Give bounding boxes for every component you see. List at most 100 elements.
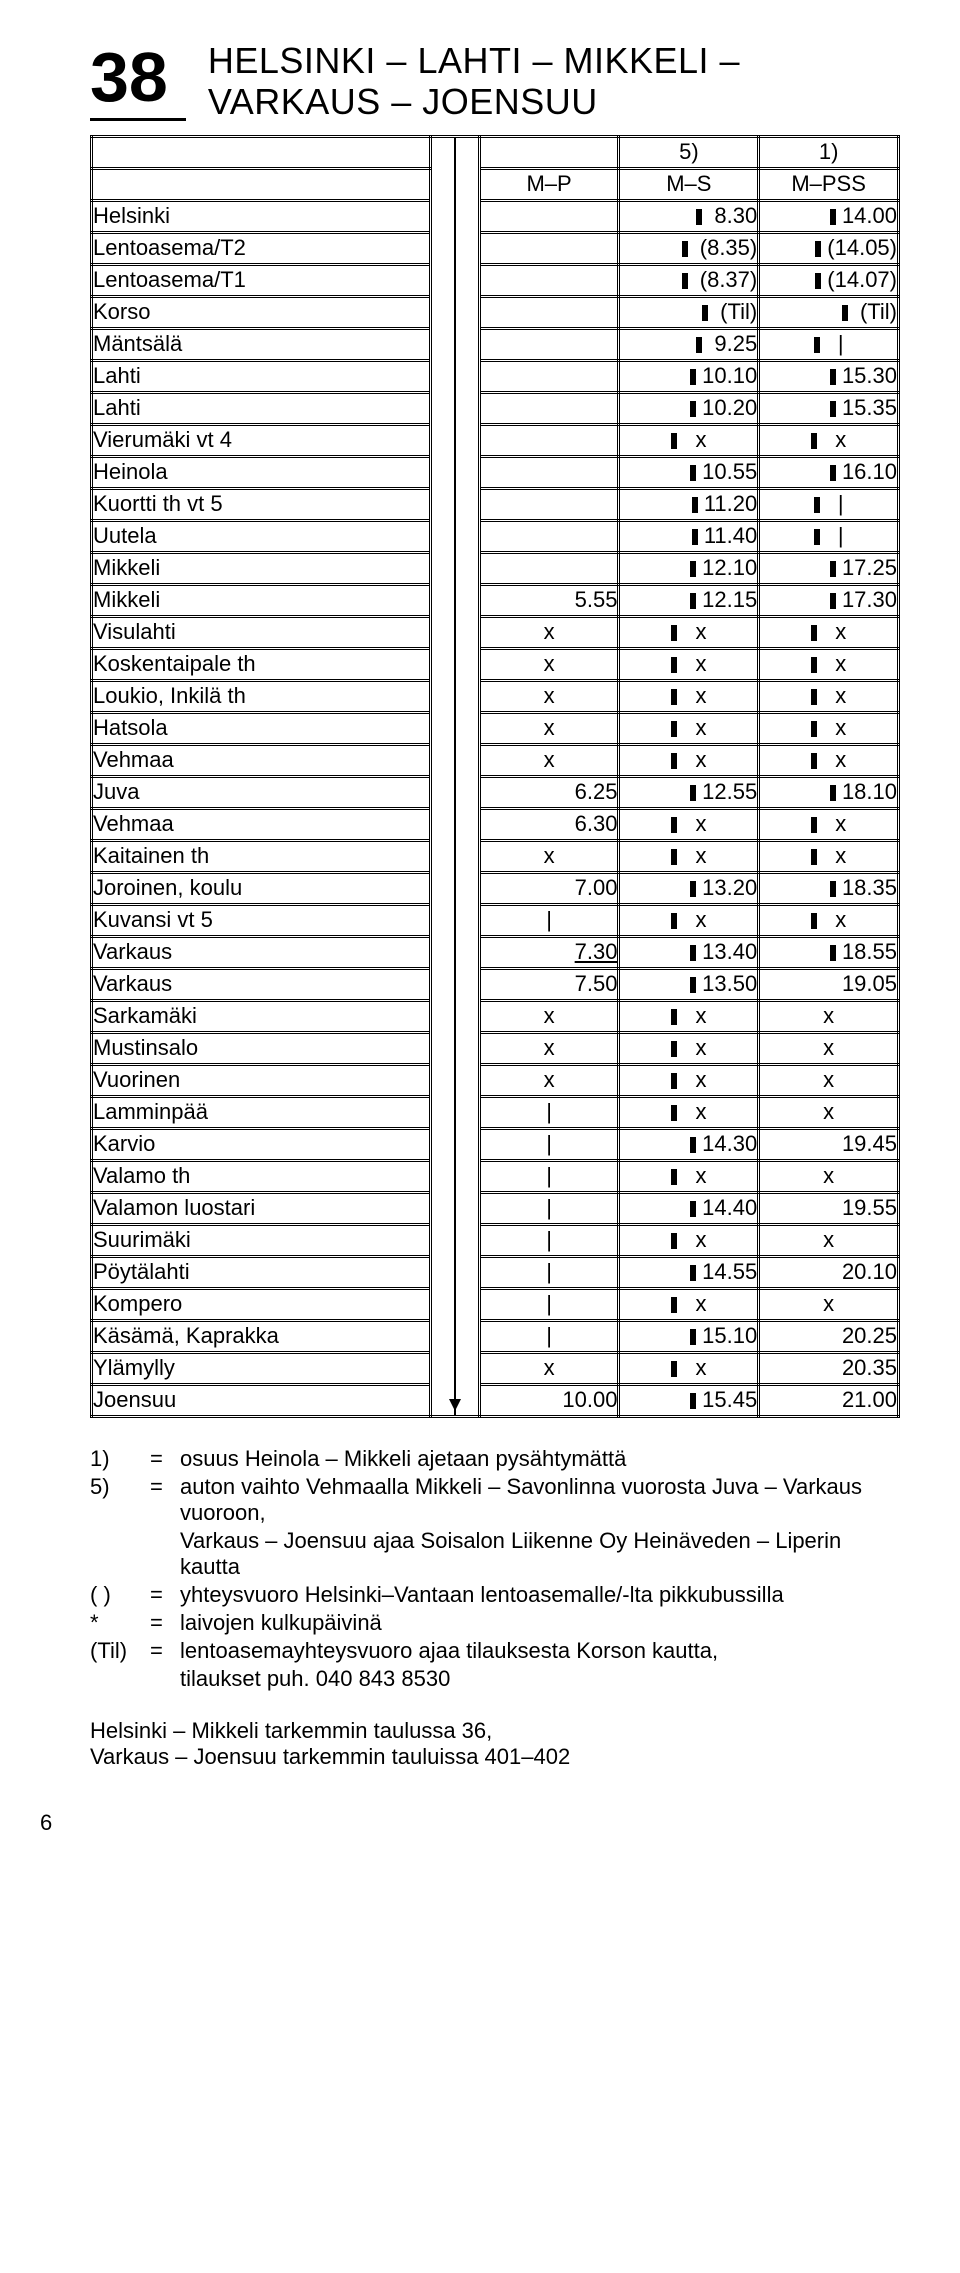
time-cell: 18.55 (759, 936, 899, 968)
time-cell: | (479, 1320, 619, 1352)
time-cell: | (759, 488, 899, 520)
legend-text: auton vaihto Vehmaalla Mikkeli – Savonli… (180, 1474, 900, 1526)
time-cell: 15.45 (619, 1384, 759, 1416)
table-row: Mäntsälä 9.25 | (92, 328, 899, 360)
legend-row: *=laivojen kulkupäivinä (90, 1610, 900, 1636)
stop-name: Mustinsalo (92, 1032, 431, 1064)
column-days-0: M–P (479, 168, 619, 200)
time-cell (479, 264, 619, 296)
table-row: Sarkamäkix xx (92, 1000, 899, 1032)
table-row: Loukio, Inkilä thx x x (92, 680, 899, 712)
legend-key: * (90, 1610, 150, 1636)
time-cell: | (479, 1160, 619, 1192)
legend: 1)=osuus Heinola – Mikkeli ajetaan pysäh… (90, 1446, 900, 1692)
time-cell: 6.25 (479, 776, 619, 808)
time-cell: x (619, 712, 759, 744)
time-cell: x (759, 840, 899, 872)
time-cell: 19.45 (759, 1128, 899, 1160)
header-blank (92, 136, 431, 168)
time-cell: x (619, 1224, 759, 1256)
table-row: Lahti10.1015.30 (92, 360, 899, 392)
time-cell: x (619, 1032, 759, 1064)
stop-name: Käsämä, Kaprakka (92, 1320, 431, 1352)
time-cell: x (759, 1096, 899, 1128)
legend-text: lentoasemayhteysvuoro ajaa tilauksesta K… (180, 1638, 900, 1664)
time-cell: 6.30 (479, 808, 619, 840)
stop-name: Mikkeli (92, 584, 431, 616)
table-row: Koskentaipale thx x x (92, 648, 899, 680)
table-row: Mikkeli12.1017.25 (92, 552, 899, 584)
time-cell: 10.00 (479, 1384, 619, 1416)
table-row: Lahti10.2015.35 (92, 392, 899, 424)
time-cell: x (759, 1000, 899, 1032)
time-cell: 10.55 (619, 456, 759, 488)
legend-eq (150, 1528, 180, 1580)
legend-row: ( )=yhteysvuoro Helsinki–Vantaan lentoas… (90, 1582, 900, 1608)
stop-name: Lahti (92, 392, 431, 424)
time-cell: 15.10 (619, 1320, 759, 1352)
legend-key: 1) (90, 1446, 150, 1472)
stop-name: Vierumäki vt 4 (92, 424, 431, 456)
time-cell: x (759, 424, 899, 456)
time-cell: x (759, 808, 899, 840)
time-cell: 17.30 (759, 584, 899, 616)
time-cell: x (619, 744, 759, 776)
page-number: 6 (40, 1810, 900, 1836)
time-cell: x (619, 1288, 759, 1320)
route-title-line2: VARKAUS – JOENSUU (208, 81, 598, 122)
time-cell: 7.30 (479, 936, 619, 968)
time-cell: (8.37) (619, 264, 759, 296)
stop-name: Visulahti (92, 616, 431, 648)
legend-key: ( ) (90, 1582, 150, 1608)
table-row: Kuortti th vt 511.20 | (92, 488, 899, 520)
time-cell: x (619, 616, 759, 648)
table-row: Pöytälahti|14.5520.10 (92, 1256, 899, 1288)
legend-text: laivojen kulkupäivinä (180, 1610, 900, 1636)
table-row: Mustinsalox xx (92, 1032, 899, 1064)
table-row: Mikkeli5.5512.1517.30 (92, 584, 899, 616)
time-cell: | (479, 1288, 619, 1320)
time-cell: x (479, 712, 619, 744)
time-cell: | (759, 520, 899, 552)
time-cell: 5.55 (479, 584, 619, 616)
legend-eq: = (150, 1582, 180, 1608)
time-cell: 9.25 (619, 328, 759, 360)
time-cell: x (479, 744, 619, 776)
time-cell: x (479, 1032, 619, 1064)
route-title: HELSINKI – LAHTI – MIKKELI – VARKAUS – J… (186, 40, 740, 123)
legend-row: 1)=osuus Heinola – Mikkeli ajetaan pysäh… (90, 1446, 900, 1472)
stop-name: Sarkamäki (92, 1000, 431, 1032)
table-row: Heinola10.5516.10 (92, 456, 899, 488)
time-cell: 13.50 (619, 968, 759, 1000)
time-cell (479, 552, 619, 584)
time-cell: x (479, 616, 619, 648)
time-cell: (Til) (759, 296, 899, 328)
table-row: Vuorinenx xx (92, 1064, 899, 1096)
legend-eq (150, 1666, 180, 1692)
legend-row: (Til)=lentoasemayhteysvuoro ajaa tilauks… (90, 1638, 900, 1664)
reference-line: Helsinki – Mikkeli tarkemmin taulussa 36… (90, 1718, 900, 1744)
time-cell (479, 296, 619, 328)
legend-key (90, 1528, 150, 1580)
time-cell: x (619, 648, 759, 680)
time-cell: 15.35 (759, 392, 899, 424)
legend-eq: = (150, 1610, 180, 1636)
time-cell: x (619, 1000, 759, 1032)
table-row: Valamon luostari|14.4019.55 (92, 1192, 899, 1224)
route-number: 38 (90, 42, 186, 121)
time-cell: 8.30 (619, 200, 759, 232)
table-row: Kaitainen thx x x (92, 840, 899, 872)
stop-name: Kompero (92, 1288, 431, 1320)
time-cell: x (759, 744, 899, 776)
time-cell: | (479, 1128, 619, 1160)
stop-name: Lahti (92, 360, 431, 392)
table-row: Juva6.2512.5518.10 (92, 776, 899, 808)
stop-name: Mikkeli (92, 552, 431, 584)
column-note-2: 1) (759, 136, 899, 168)
legend-row: 5)=auton vaihto Vehmaalla Mikkeli – Savo… (90, 1474, 900, 1526)
time-cell: 13.20 (619, 872, 759, 904)
stop-name: Lamminpää (92, 1096, 431, 1128)
time-cell: x (759, 712, 899, 744)
time-cell: 15.30 (759, 360, 899, 392)
route-title-line1: HELSINKI – LAHTI – MIKKELI – (208, 40, 740, 81)
